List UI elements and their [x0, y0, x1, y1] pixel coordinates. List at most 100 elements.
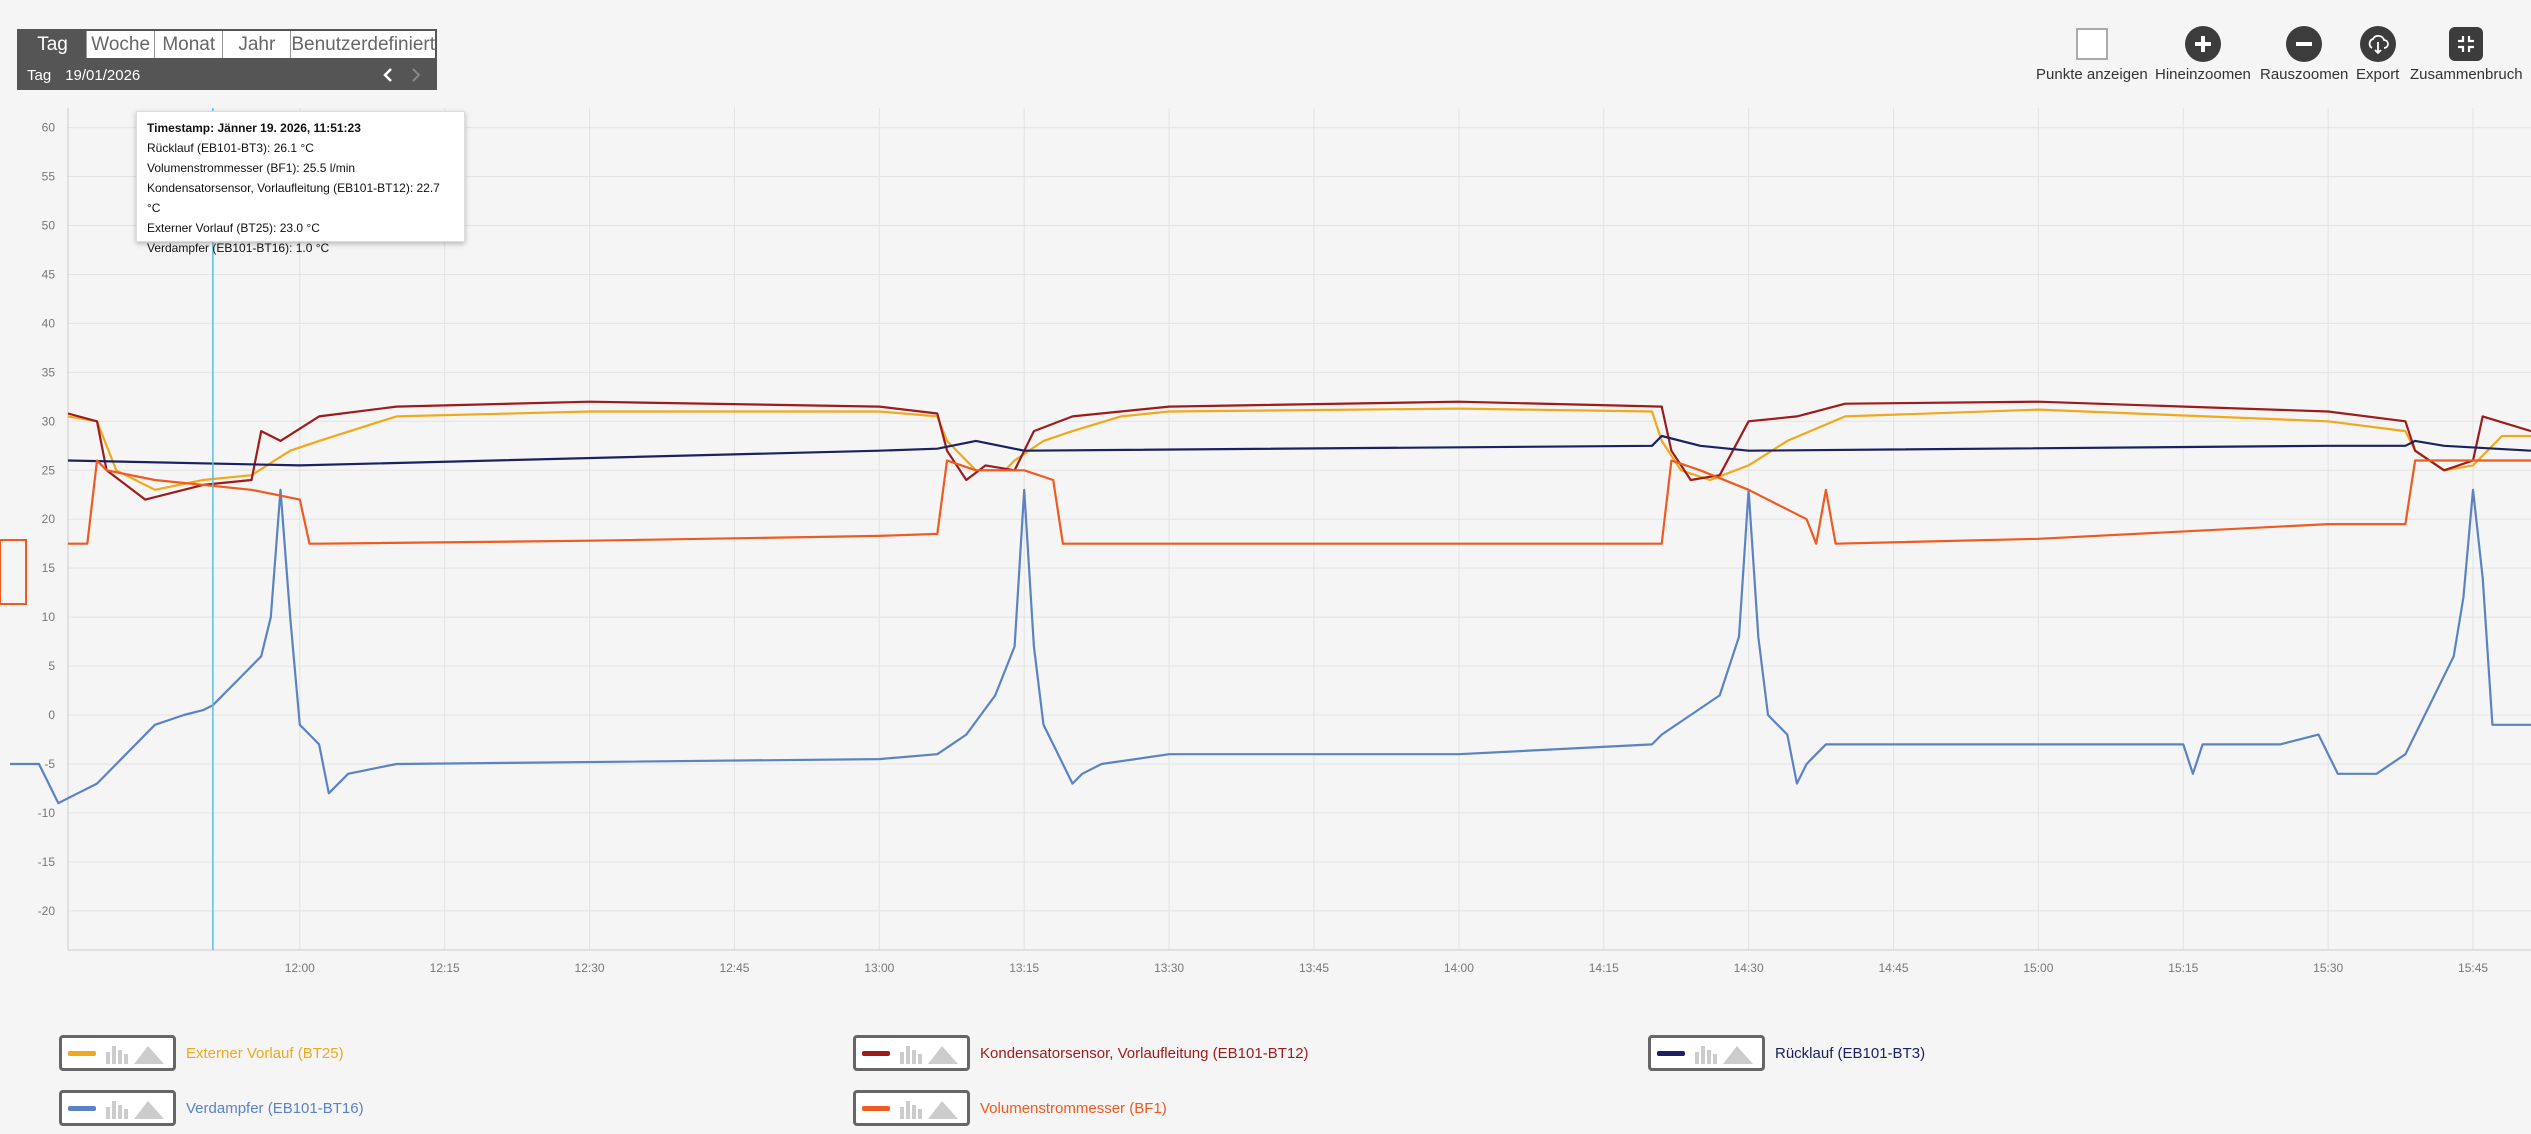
tab-week[interactable]: Woche	[86, 31, 154, 58]
period-date: 19/01/2026	[65, 66, 141, 84]
legend-item-return[interactable]: Rücklauf (EB101-BT3)	[1648, 1035, 1925, 1071]
period-nav-label: Tag	[27, 66, 52, 84]
tooltip-line-return: Rücklauf (EB101-BT3): 26.1 °C	[147, 141, 314, 155]
legend-label: Volumenstrommesser (BF1)	[980, 1099, 1167, 1117]
period-selector: Tag Woche Monat Jahr Benutzerdefiniert T…	[17, 29, 437, 90]
y-tick-label: 15	[42, 561, 56, 575]
data-tooltip: Timestamp: Jänner 19. 2026, 11:51:23 Rüc…	[136, 111, 465, 255]
show-points-toggle[interactable]: Punkte anzeigen	[2036, 26, 2148, 83]
y-tick-label: -5	[44, 757, 55, 771]
chart-type-icon	[899, 1046, 958, 1064]
next-period-button[interactable]	[407, 63, 425, 87]
legend-swatch	[1657, 1050, 1685, 1056]
x-tick-label: 12:15	[430, 961, 460, 975]
x-tick-label: 12:30	[575, 961, 605, 975]
chart-series	[10, 400, 2531, 805]
y-tick-label: -15	[38, 855, 56, 869]
chart-axes: 605550454035302520151050-5-10-15-2012:00…	[38, 108, 2531, 975]
y-tick-label: 35	[42, 365, 56, 379]
legend-swatch	[862, 1050, 890, 1056]
collapse-button[interactable]: Zusammenbruch	[2410, 26, 2523, 83]
zoom-out-label: Rauszoomen	[2260, 66, 2349, 83]
legend-label: Externer Vorlauf (BT25)	[186, 1044, 344, 1062]
x-tick-label: 13:00	[864, 961, 894, 975]
legend-toggle[interactable]	[853, 1035, 970, 1071]
tab-month[interactable]: Monat	[154, 31, 222, 58]
chevron-right-icon	[412, 68, 421, 82]
chart-type-icon	[105, 1101, 164, 1119]
y-tick-label: -20	[38, 904, 56, 918]
zoom-in-button[interactable]: Hineinzoomen	[2155, 26, 2251, 83]
zoom-in-label: Hineinzoomen	[2155, 66, 2251, 83]
legend-toggle[interactable]	[59, 1090, 176, 1126]
x-tick-label: 13:45	[1299, 961, 1329, 975]
x-tick-label: 12:00	[285, 961, 315, 975]
legend-toggle[interactable]	[1648, 1035, 1765, 1071]
chart-type-icon	[1694, 1046, 1753, 1064]
legend-toggle[interactable]	[59, 1035, 176, 1071]
y-tick-label: 50	[42, 218, 56, 232]
tab-year[interactable]: Jahr	[222, 31, 290, 58]
y-tick-label: 55	[42, 170, 56, 184]
series-line-2	[67, 434, 2531, 467]
x-tick-label: 14:00	[1444, 961, 1474, 975]
legend-swatch	[862, 1105, 890, 1111]
tab-day[interactable]: Tag	[19, 31, 87, 58]
chart-grid	[68, 108, 2531, 950]
series-line-4	[68, 459, 2531, 545]
y-tick-label: 60	[42, 121, 56, 135]
legend-toggle[interactable]	[853, 1090, 970, 1126]
y-tick-label: 5	[48, 659, 55, 673]
legend-swatch	[68, 1050, 96, 1056]
x-tick-label: 12:45	[719, 961, 749, 975]
x-tick-label: 15:15	[2168, 961, 2198, 975]
tooltip-line-external-flow: Externer Vorlauf (BT25): 23.0 °C	[147, 221, 320, 235]
legend-swatch	[68, 1105, 96, 1111]
period-navigation: Tag 19/01/2026	[17, 60, 437, 90]
plus-icon	[2184, 26, 2221, 62]
legend-label: Kondensatorsensor, Vorlaufleitung (EB101…	[980, 1044, 1309, 1062]
x-tick-label: 14:45	[1879, 961, 1909, 975]
tooltip-line-flow: Volumenstrommesser (BF1): 25.5 l/min	[147, 161, 356, 175]
legend-item-external-flow[interactable]: Externer Vorlauf (BT25)	[59, 1035, 344, 1071]
y-tick-label: 40	[42, 316, 56, 330]
legend-item-flow-meter[interactable]: Volumenstrommesser (BF1)	[853, 1090, 1167, 1126]
y-tick-label: 0	[48, 708, 55, 722]
y-tick-label: 10	[42, 610, 56, 624]
cloud-download-icon	[2359, 26, 2396, 62]
collapse-arrows-icon	[2449, 27, 2484, 61]
legend-item-condenser[interactable]: Kondensatorsensor, Vorlaufleitung (EB101…	[853, 1035, 1309, 1071]
series-line-0	[67, 407, 2531, 491]
tooltip-timestamp: Timestamp: Jänner 19. 2026, 11:51:23	[147, 121, 361, 135]
series-line-3	[10, 488, 2531, 805]
checkbox-icon	[2075, 28, 2108, 60]
y-tick-label: 45	[42, 267, 56, 281]
tab-custom[interactable]: Benutzerdefiniert	[290, 31, 435, 58]
tooltip-line-evaporator: Verdampfer (EB101-BT16): 1.0 °C	[147, 241, 330, 255]
export-button[interactable]: Export	[2356, 26, 2399, 83]
series-line-1	[67, 400, 2531, 501]
chart-type-icon	[899, 1101, 958, 1119]
x-tick-label: 14:15	[1589, 961, 1619, 975]
period-tabs: Tag Woche Monat Jahr Benutzerdefiniert	[17, 29, 437, 60]
x-tick-label: 15:30	[2313, 961, 2343, 975]
legend-label: Verdampfer (EB101-BT16)	[186, 1099, 364, 1117]
chart-type-icon	[105, 1046, 164, 1064]
x-tick-label: 14:30	[1734, 961, 1764, 975]
y-tick-label: 20	[42, 512, 56, 526]
minus-icon	[2286, 26, 2323, 62]
y-tick-label: 30	[42, 414, 56, 428]
y-tick-label: 25	[42, 463, 56, 477]
export-label: Export	[2356, 66, 2400, 83]
x-tick-label: 15:45	[2458, 961, 2488, 975]
tooltip-line-condenser: Kondensatorsensor, Vorlaufleitung (EB101…	[147, 181, 440, 215]
zoom-out-button[interactable]: Rauszoomen	[2260, 26, 2348, 83]
x-tick-label: 13:30	[1154, 961, 1184, 975]
collapse-label: Zusammenbruch	[2410, 66, 2523, 83]
show-points-label: Punkte anzeigen	[2036, 66, 2148, 83]
previous-period-button[interactable]	[379, 63, 397, 87]
legend-item-evaporator[interactable]: Verdampfer (EB101-BT16)	[59, 1090, 364, 1126]
offscreen-series-fragment	[0, 539, 27, 605]
